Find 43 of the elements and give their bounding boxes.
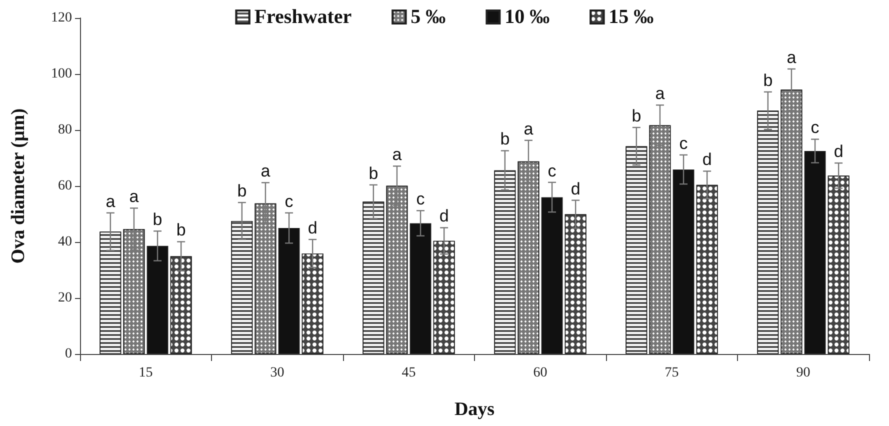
y-tick-label: 0 [65, 346, 72, 362]
data-label: a [106, 192, 116, 211]
data-label: c [284, 192, 294, 211]
data-label: b [237, 182, 247, 201]
data-label: a [524, 119, 534, 138]
y-tick-label: 120 [51, 10, 72, 26]
data-label: b [176, 220, 186, 240]
data-label: d [702, 150, 712, 170]
data-label: c [416, 190, 426, 209]
data-label: b [368, 164, 378, 183]
legend-label: 5 ‰ [410, 6, 446, 28]
y-tick-label: 40 [58, 234, 72, 250]
y-axis-title: Ova diameter (µm) [8, 108, 29, 264]
x-tick-label: 15 [138, 366, 153, 380]
data-label: b [632, 106, 642, 126]
x-axis-title: Days [454, 399, 495, 420]
data-label: a [129, 187, 140, 206]
y-tick-label: 60 [58, 178, 72, 194]
data-label: a [392, 145, 402, 164]
data-label: d [308, 218, 318, 238]
data-label: c [679, 134, 688, 153]
data-label: a [655, 84, 666, 104]
legend-label: 10 ‰ [504, 6, 550, 28]
x-tick-label: 75 [664, 366, 679, 380]
data-label: a [786, 48, 797, 67]
y-tick-label: 100 [51, 66, 72, 82]
y-tick-label: 80 [58, 122, 72, 138]
y-tick-label: 20 [58, 290, 72, 306]
x-tick-label: 30 [270, 366, 284, 380]
legend-label: Freshwater [254, 6, 352, 28]
data-label: d [570, 179, 580, 198]
data-label: b [152, 210, 162, 230]
data-label: d [439, 206, 449, 226]
legend-label: 15 ‰ [608, 6, 654, 28]
x-tick-label: 45 [402, 366, 416, 380]
data-label: b [763, 70, 773, 90]
data-label: d [834, 142, 844, 162]
x-tick-label: 60 [533, 366, 548, 380]
data-label: b [500, 130, 510, 149]
data-label: c [548, 161, 557, 180]
data-label: c [810, 118, 820, 138]
x-tick-label: 90 [796, 366, 810, 380]
data-label: a [260, 162, 271, 181]
